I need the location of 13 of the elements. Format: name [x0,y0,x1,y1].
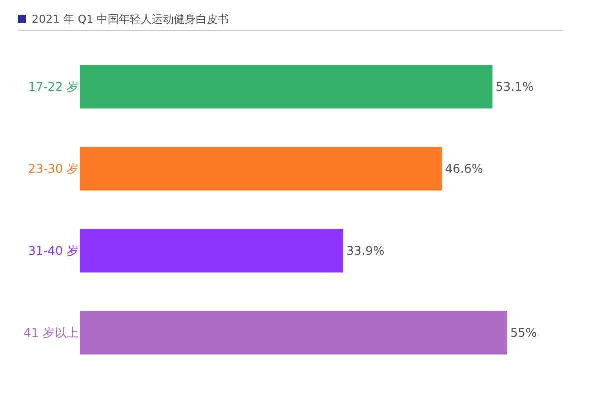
data-label: 33.9% [346,244,385,258]
bar [80,229,344,273]
data-label: 46.6% [445,162,484,176]
y-tick-label: 31-40 岁 [28,244,79,258]
y-tick-label: 41 岁以上 [24,326,79,340]
y-tick-label: 23-30 岁 [28,162,79,176]
bar [80,65,493,109]
bar [80,147,442,191]
chart-title: 2021 年 Q1 中国年轻人运动健身白皮书 [32,12,230,26]
data-label: 55% [510,326,538,340]
bar [80,311,508,355]
y-tick-label: 17-22 岁 [28,80,79,94]
data-label: 53.1% [496,80,534,94]
